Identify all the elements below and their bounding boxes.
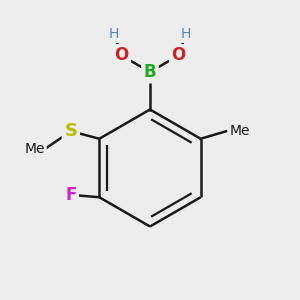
Text: H: H xyxy=(181,27,191,41)
Text: F: F xyxy=(65,186,76,204)
Text: O: O xyxy=(171,46,186,64)
Text: Me: Me xyxy=(25,142,45,156)
Text: H: H xyxy=(109,27,119,41)
Text: S: S xyxy=(64,122,77,140)
Text: Me: Me xyxy=(229,124,250,138)
Text: B: B xyxy=(144,63,156,81)
Text: O: O xyxy=(114,46,129,64)
